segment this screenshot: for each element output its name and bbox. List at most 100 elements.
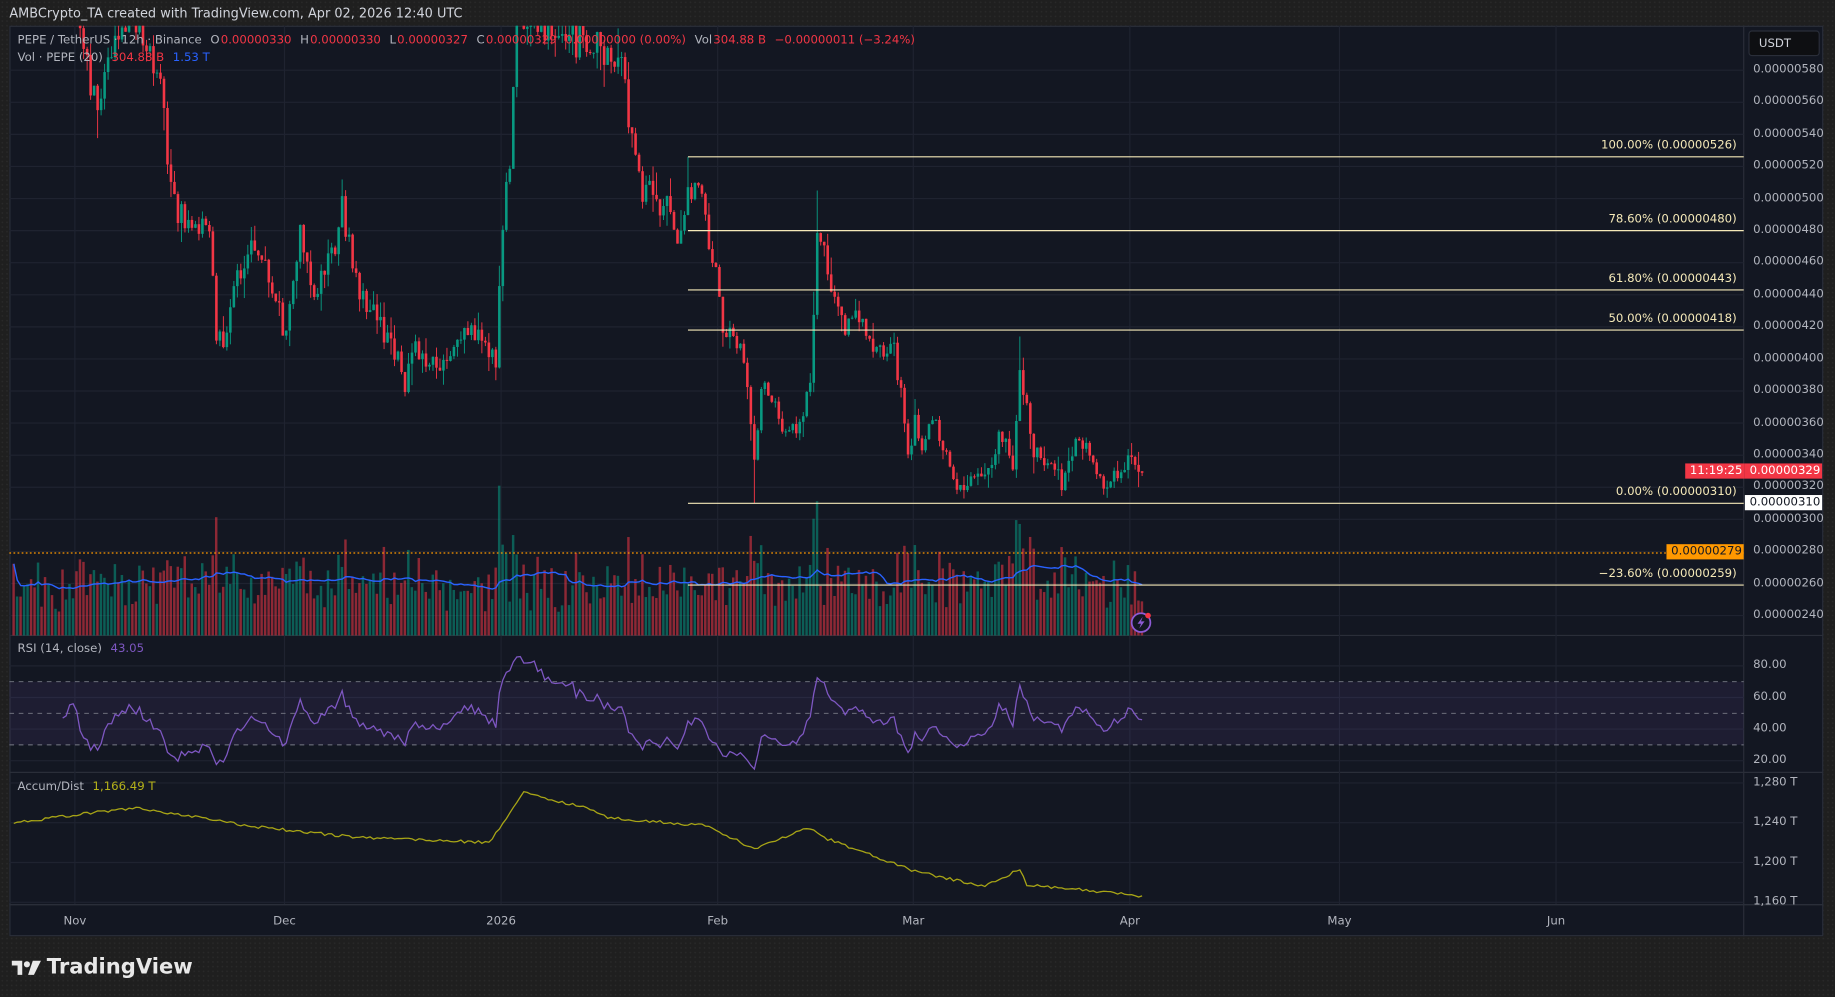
candle: [536, 25, 540, 35]
volume-bar: [574, 552, 578, 636]
volume-bar: [637, 595, 641, 636]
candle-body: [987, 467, 990, 475]
candle: [470, 322, 473, 341]
candle: [51, 0, 54, 10]
currency-button[interactable]: USDT: [1748, 30, 1820, 57]
candle: [141, 25, 145, 53]
candle-body: [770, 395, 774, 402]
candle: [826, 233, 829, 281]
volume-bar: [365, 583, 368, 636]
volume-bar: [833, 595, 836, 636]
volume-bar: [679, 596, 683, 636]
volume-indicator-label[interactable]: Vol · PEPE (20): [17, 51, 103, 65]
volume-bar: [924, 594, 927, 636]
candle-body: [686, 187, 690, 216]
candle-body: [281, 302, 285, 336]
candle-body: [463, 327, 466, 340]
lightning-bolt: [1137, 616, 1145, 629]
volume-bar: [235, 572, 239, 636]
candle: [679, 210, 683, 244]
close-label: C: [476, 33, 485, 47]
fib-level-label: −23.60% (0.00000259): [1598, 567, 1737, 581]
candle-body: [857, 310, 861, 323]
candle: [358, 271, 361, 312]
ad-label[interactable]: Accum/Dist: [17, 780, 84, 794]
volume-bar: [228, 584, 232, 636]
volume-bar: [798, 566, 801, 636]
candle-body: [215, 275, 218, 341]
candle: [567, 25, 571, 53]
candle-body: [892, 342, 896, 344]
candle: [215, 272, 218, 345]
candle: [798, 418, 802, 441]
candle: [127, 25, 131, 33]
volume-bar: [281, 567, 284, 636]
candle: [138, 25, 141, 35]
candle-body: [1001, 431, 1004, 442]
candle-body: [428, 364, 431, 367]
candle: [899, 376, 903, 398]
rsi-label[interactable]: RSI (14, close): [17, 642, 102, 656]
candle: [543, 25, 547, 45]
candle-body: [952, 466, 955, 480]
volume-bar: [214, 517, 218, 636]
candle: [452, 344, 456, 360]
volume-bar: [752, 560, 756, 636]
volume-bar: [99, 573, 103, 636]
candle-body: [110, 57, 113, 59]
candle: [428, 362, 431, 371]
candle: [201, 211, 204, 238]
volume-bar: [564, 571, 567, 636]
volume-bar: [347, 589, 351, 636]
candle-body: [630, 127, 634, 134]
candle-body: [644, 184, 648, 202]
candle-body: [1036, 447, 1039, 458]
symbol-name[interactable]: PEPE / TetherUS · 12h · Binance: [17, 33, 202, 47]
candle-body: [941, 440, 945, 451]
candle: [676, 228, 679, 244]
candle: [1102, 474, 1105, 495]
candle-body: [120, 27, 124, 40]
volume-bar: [1004, 585, 1007, 636]
candle-body: [934, 419, 938, 421]
candle-body: [1067, 460, 1071, 473]
candle: [1001, 431, 1004, 448]
volume-bar: [354, 592, 358, 636]
candle-body: [847, 318, 850, 335]
rsi-axis-label: 60.00: [1753, 690, 1787, 704]
candle: [934, 419, 938, 422]
candle: [903, 384, 906, 433]
volume-bar: [239, 588, 242, 636]
candle: [1112, 467, 1116, 488]
candle: [312, 283, 316, 301]
tradingview-logo[interactable]: TradingView: [11, 955, 193, 980]
candle-body: [1088, 442, 1091, 456]
candle: [756, 428, 760, 461]
volume-bar: [571, 585, 574, 636]
candle-body: [1008, 438, 1011, 456]
candle-body: [522, 25, 526, 29]
volume-bar: [906, 553, 910, 636]
time-axis-label: 2026: [486, 915, 516, 929]
volume-bar: [546, 597, 550, 636]
candle-body: [78, 25, 82, 29]
volume-bar: [242, 589, 246, 636]
lightning-icon[interactable]: [1130, 612, 1152, 633]
volume-bar: [449, 579, 452, 636]
time-axis-label: Dec: [273, 915, 296, 929]
rsi-value: 43.05: [110, 642, 145, 656]
candle-body: [201, 218, 204, 234]
volume-bar: [868, 598, 871, 636]
volume-bar: [1081, 596, 1084, 636]
volume-bar: [43, 577, 47, 636]
candle: [630, 127, 634, 148]
volume-bar: [1133, 571, 1137, 636]
candle-body: [173, 181, 176, 195]
close-value: 0.00000329: [485, 33, 557, 47]
candle: [805, 391, 809, 418]
price-axis-label: 0.00000460: [1753, 255, 1824, 269]
candle: [382, 302, 386, 350]
volume-bar: [1098, 582, 1102, 636]
candle-body: [396, 351, 400, 360]
